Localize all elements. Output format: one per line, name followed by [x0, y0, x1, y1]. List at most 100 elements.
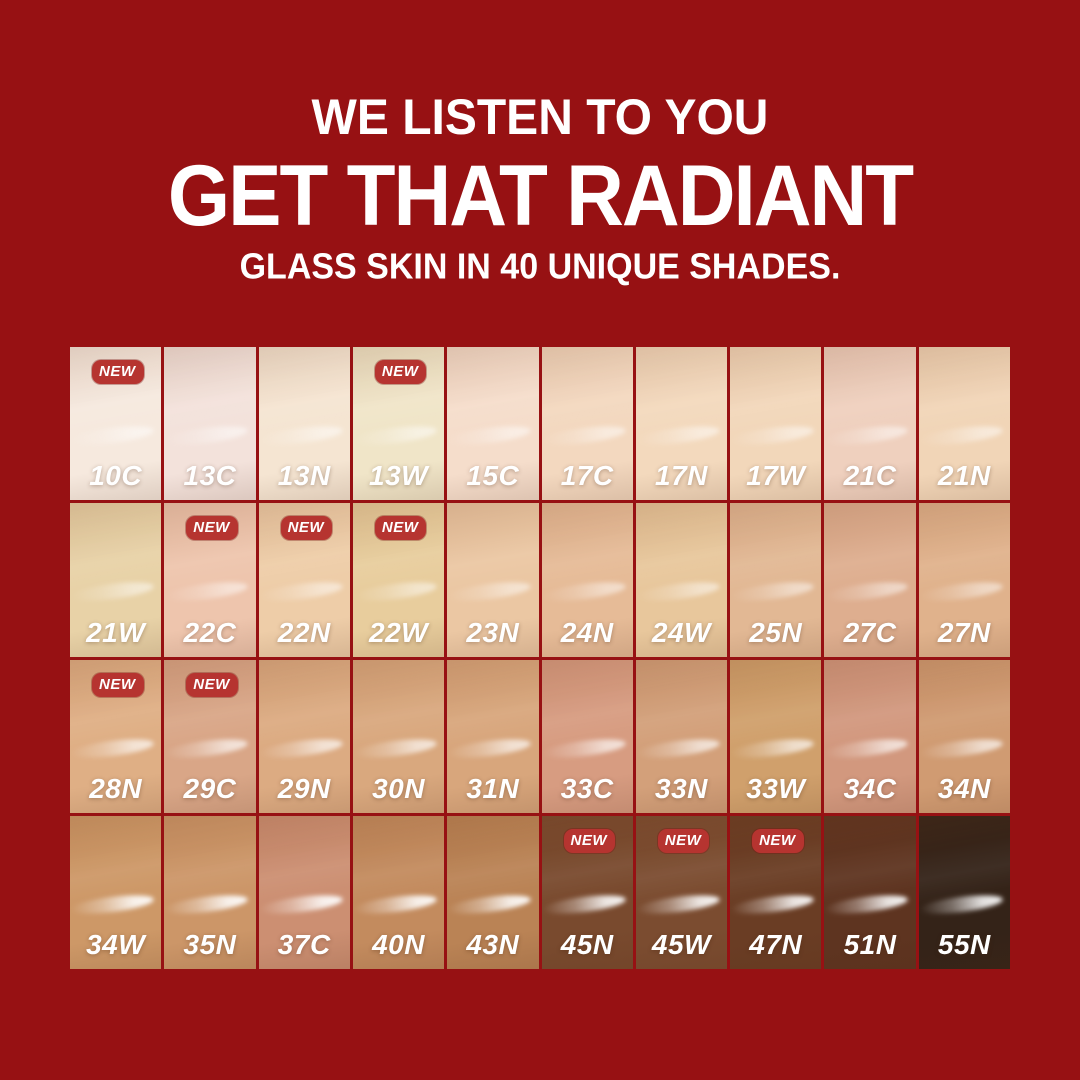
shade-code: 22W — [369, 616, 429, 648]
sheen-highlight — [635, 579, 721, 605]
new-badge: NEW — [92, 672, 144, 697]
new-badge: NEW — [92, 360, 144, 384]
shade-code: 31N — [466, 772, 520, 804]
shade-swatch-45W: NEW 45W — [635, 815, 728, 969]
sheen-highlight — [164, 423, 249, 449]
shade-code: 34W — [86, 929, 146, 960]
shade-code: 30N — [372, 772, 425, 804]
sheen-highlight — [258, 579, 344, 605]
shade-code: 17N — [655, 460, 708, 492]
new-badge: NEW — [563, 828, 615, 853]
sheen-highlight — [164, 891, 249, 918]
sheen-highlight — [258, 735, 344, 761]
new-badge: NEW — [657, 828, 710, 853]
sheen-highlight — [730, 891, 815, 918]
shade-code: 28N — [89, 772, 143, 804]
shade-code: 55N — [937, 929, 991, 960]
shade-code: 45W — [651, 929, 711, 960]
sheen-highlight — [164, 579, 249, 605]
sheen-highlight — [352, 579, 438, 605]
shade-code: 22C — [183, 616, 237, 648]
shade-code: 33N — [655, 772, 708, 804]
sheen-highlight — [70, 423, 155, 449]
sheen-highlight — [258, 423, 344, 449]
sheen-highlight — [352, 891, 438, 918]
shade-swatch-37C: 37C — [258, 815, 350, 969]
shade-swatch-22C: NEW 22C — [164, 503, 256, 657]
shade-swatch-51N: 51N — [824, 815, 916, 969]
shade-swatch-24W: 24W — [635, 503, 728, 657]
sheen-highlight — [918, 423, 1004, 449]
shade-code: 29C — [183, 772, 237, 804]
shade-swatch-33W: 33W — [730, 659, 822, 813]
shade-swatch-27C: 27C — [824, 503, 916, 657]
sheen-highlight — [70, 735, 155, 761]
sheen-highlight — [918, 891, 1004, 918]
shade-swatch-22W: NEW 22W — [352, 503, 445, 657]
sheen-highlight — [918, 579, 1004, 605]
shade-code: 25N — [749, 616, 803, 648]
sheen-highlight — [541, 735, 627, 761]
sheen-highlight — [447, 423, 532, 449]
new-badge: NEW — [186, 516, 238, 541]
shade-swatch-21N: 21N — [918, 347, 1010, 501]
shade-code: 35N — [183, 929, 237, 960]
shade-code: 40N — [372, 929, 425, 960]
sheen-highlight — [541, 891, 627, 918]
shade-swatch-31N: 31N — [447, 659, 539, 813]
shade-swatch-29N: 29N — [258, 659, 350, 813]
shade-code: 24W — [651, 616, 711, 648]
shade-swatch-17W: 17W — [730, 347, 822, 501]
sheen-highlight — [70, 579, 155, 605]
sheen-highlight — [164, 735, 249, 761]
sheen-highlight — [918, 735, 1004, 761]
shade-code: 45N — [560, 929, 614, 960]
shade-code: 23N — [466, 616, 520, 648]
sheen-highlight — [447, 891, 532, 918]
shade-swatch-35N: 35N — [164, 815, 256, 969]
headline-line3: GLASS SKIN IN 40 UNIQUE SHADES. — [239, 247, 841, 287]
shade-swatch-13N: 13N — [258, 347, 350, 501]
shade-code: 10C — [89, 460, 143, 492]
sheen-highlight — [258, 891, 344, 918]
shade-swatch-34C: 34C — [824, 659, 916, 813]
sheen-highlight — [730, 735, 815, 761]
new-badge: NEW — [280, 516, 333, 541]
shade-swatch-34N: 34N — [918, 659, 1010, 813]
shade-swatch-17N: 17N — [635, 347, 728, 501]
shade-code: 27N — [937, 616, 991, 648]
shade-swatch-27N: 27N — [918, 503, 1010, 657]
sheen-highlight — [70, 891, 155, 918]
sheen-highlight — [824, 579, 909, 605]
shade-code: 13C — [183, 460, 237, 492]
shade-swatch-13W: NEW 13W — [352, 347, 445, 501]
shade-code: 34C — [843, 772, 897, 804]
shade-code: 47N — [749, 929, 803, 960]
shade-code: 24N — [560, 616, 614, 648]
shade-code: 33C — [560, 772, 614, 804]
shade-code: 34N — [937, 772, 991, 804]
shade-code: 13W — [369, 460, 429, 492]
shade-swatch-22N: NEW 22N — [258, 503, 350, 657]
shade-code: 29N — [277, 772, 331, 804]
shade-swatch-45N: NEW 45N — [541, 815, 633, 969]
shade-swatch-29C: NEW 29C — [164, 659, 256, 813]
shade-swatch-21C: 21C — [824, 347, 916, 501]
sheen-highlight — [352, 423, 438, 449]
sheen-highlight — [730, 423, 815, 449]
sheen-highlight — [824, 735, 909, 761]
sheen-highlight — [824, 891, 909, 918]
shade-swatch-25N: 25N — [730, 503, 822, 657]
headline-line2: GET THAT RADIANT — [167, 147, 914, 244]
shade-swatch-24N: 24N — [541, 503, 633, 657]
shade-code: 21C — [843, 460, 897, 492]
shade-code: 43N — [466, 929, 520, 960]
shade-grid: NEW 10C 13C 13N NEW 13W 15C 17C 17N 17W 21C 21N 21W N… — [70, 347, 1010, 969]
sheen-highlight — [541, 579, 627, 605]
sheen-highlight — [635, 735, 721, 761]
shade-swatch-15C: 15C — [447, 347, 539, 501]
shade-swatch-55N: 55N — [918, 815, 1010, 969]
shade-code: 17C — [560, 460, 614, 492]
shade-code: 21N — [937, 460, 991, 492]
